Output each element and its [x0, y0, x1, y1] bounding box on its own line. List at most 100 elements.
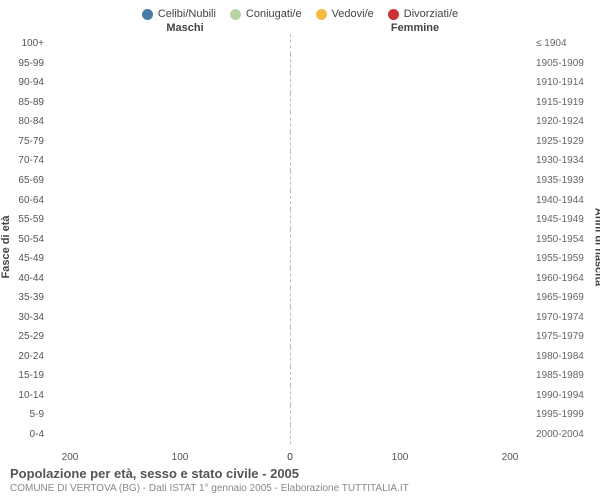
female-side	[290, 386, 533, 406]
age-row: 35-39 1965-1969	[10, 288, 590, 308]
male-side	[48, 229, 290, 249]
birth-year-label: 2000-2004	[532, 425, 590, 445]
female-side	[290, 366, 533, 386]
age-row: 45-49 1955-1959	[10, 249, 590, 269]
birth-year-label: 1930-1934	[532, 151, 590, 171]
age-row: 15-191985-1989	[10, 366, 590, 386]
male-side	[48, 151, 290, 171]
birth-year-label: 1955-1959	[532, 249, 590, 269]
birth-year-label: 1980-1984	[532, 347, 590, 367]
age-label: 75-79	[10, 132, 48, 152]
header-male: Maschi	[10, 22, 300, 34]
age-row: 40-441960-1964	[10, 268, 590, 288]
birth-year-label: 1905-1909	[532, 54, 590, 74]
birth-year-label: 1920-1924	[532, 112, 590, 132]
male-side	[48, 288, 290, 308]
age-row: 5-91995-1999	[10, 405, 590, 425]
legend-swatch	[388, 9, 399, 20]
female-side	[290, 327, 533, 347]
age-label: 20-24	[10, 347, 48, 367]
male-side	[48, 34, 290, 54]
age-row: 30-341970-1974	[10, 307, 590, 327]
x-tick: 200	[62, 452, 79, 463]
chart-area: Fasce di età Anni di nascita 100+≤ 19049…	[10, 34, 590, 460]
chart-body: 100+≤ 190495-991905-190990-941910-191485…	[10, 34, 590, 444]
male-side	[48, 425, 290, 445]
birth-year-label: 1970-1974	[532, 307, 590, 327]
male-side	[48, 190, 290, 210]
birth-year-label: 1975-1979	[532, 327, 590, 347]
age-row: 0-4 2000-2004	[10, 425, 590, 445]
birth-year-label: 1950-1954	[532, 229, 590, 249]
age-row: 70-74 1930-1934	[10, 151, 590, 171]
age-label: 0-4	[10, 425, 48, 445]
legend-swatch	[316, 9, 327, 20]
female-side	[290, 93, 533, 113]
male-side	[48, 210, 290, 230]
x-tick: 0	[287, 452, 293, 463]
female-side	[290, 190, 533, 210]
male-side	[48, 249, 290, 269]
female-side	[290, 268, 533, 288]
age-label: 60-64	[10, 190, 48, 210]
legend-swatch	[142, 9, 153, 20]
legend-label: Coniugati/e	[246, 8, 302, 20]
age-row: 50-54 1950-1954	[10, 229, 590, 249]
age-row: 60-64 1940-1944	[10, 190, 590, 210]
age-label: 85-89	[10, 93, 48, 113]
female-side	[290, 210, 533, 230]
age-label: 45-49	[10, 249, 48, 269]
birth-year-label: ≤ 1904	[532, 34, 590, 54]
age-label: 40-44	[10, 268, 48, 288]
legend-label: Divorziati/e	[404, 8, 458, 20]
age-label: 90-94	[10, 73, 48, 93]
age-label: 25-29	[10, 327, 48, 347]
female-side	[290, 34, 533, 54]
age-row: 10-141990-1994	[10, 386, 590, 406]
age-label: 50-54	[10, 229, 48, 249]
legend-item: Celibi/Nubili	[142, 8, 216, 20]
female-side	[290, 347, 533, 367]
birth-year-label: 1995-1999	[532, 405, 590, 425]
male-side	[48, 112, 290, 132]
legend-label: Vedovi/e	[332, 8, 374, 20]
female-side	[290, 307, 533, 327]
birth-year-label: 1910-1914	[532, 73, 590, 93]
legend: Celibi/Nubili Coniugati/e Vedovi/e Divorzia…	[10, 8, 590, 20]
birth-year-label: 1965-1969	[532, 288, 590, 308]
male-side	[48, 171, 290, 191]
male-side	[48, 54, 290, 74]
male-side	[48, 327, 290, 347]
age-label: 80-84	[10, 112, 48, 132]
birth-year-label: 1990-1994	[532, 386, 590, 406]
x-tick: 100	[392, 452, 409, 463]
age-label: 35-39	[10, 288, 48, 308]
age-label: 65-69	[10, 171, 48, 191]
legend-item: Coniugati/e	[230, 8, 302, 20]
birth-year-label: 1935-1939	[532, 171, 590, 191]
male-side	[48, 366, 290, 386]
age-label: 100+	[10, 34, 48, 54]
pyramid-chart: Celibi/Nubili Coniugati/e Vedovi/e Divorzia…	[0, 0, 600, 500]
chart-title: Popolazione per età, sesso e stato civil…	[10, 466, 590, 481]
header-female: Femmine	[300, 22, 590, 34]
age-row: 20-24 1980-1984	[10, 347, 590, 367]
female-side	[290, 425, 533, 445]
male-side	[48, 93, 290, 113]
female-side	[290, 132, 533, 152]
x-tick: 100	[172, 452, 189, 463]
birth-year-label: 1985-1989	[532, 366, 590, 386]
legend-swatch	[230, 9, 241, 20]
male-side	[48, 347, 290, 367]
female-side	[290, 171, 533, 191]
age-row: 100+ ≤ 1904	[10, 34, 590, 54]
birth-year-label: 1940-1944	[532, 190, 590, 210]
female-side	[290, 249, 533, 269]
female-side	[290, 229, 533, 249]
female-side	[290, 288, 533, 308]
female-side	[290, 405, 533, 425]
legend-item: Divorziati/e	[388, 8, 458, 20]
column-headers: Maschi Femmine	[10, 22, 590, 34]
chart-subtitle: COMUNE DI VERTOVA (BG) - Dati ISTAT 1° g…	[10, 483, 590, 494]
age-label: 70-74	[10, 151, 48, 171]
